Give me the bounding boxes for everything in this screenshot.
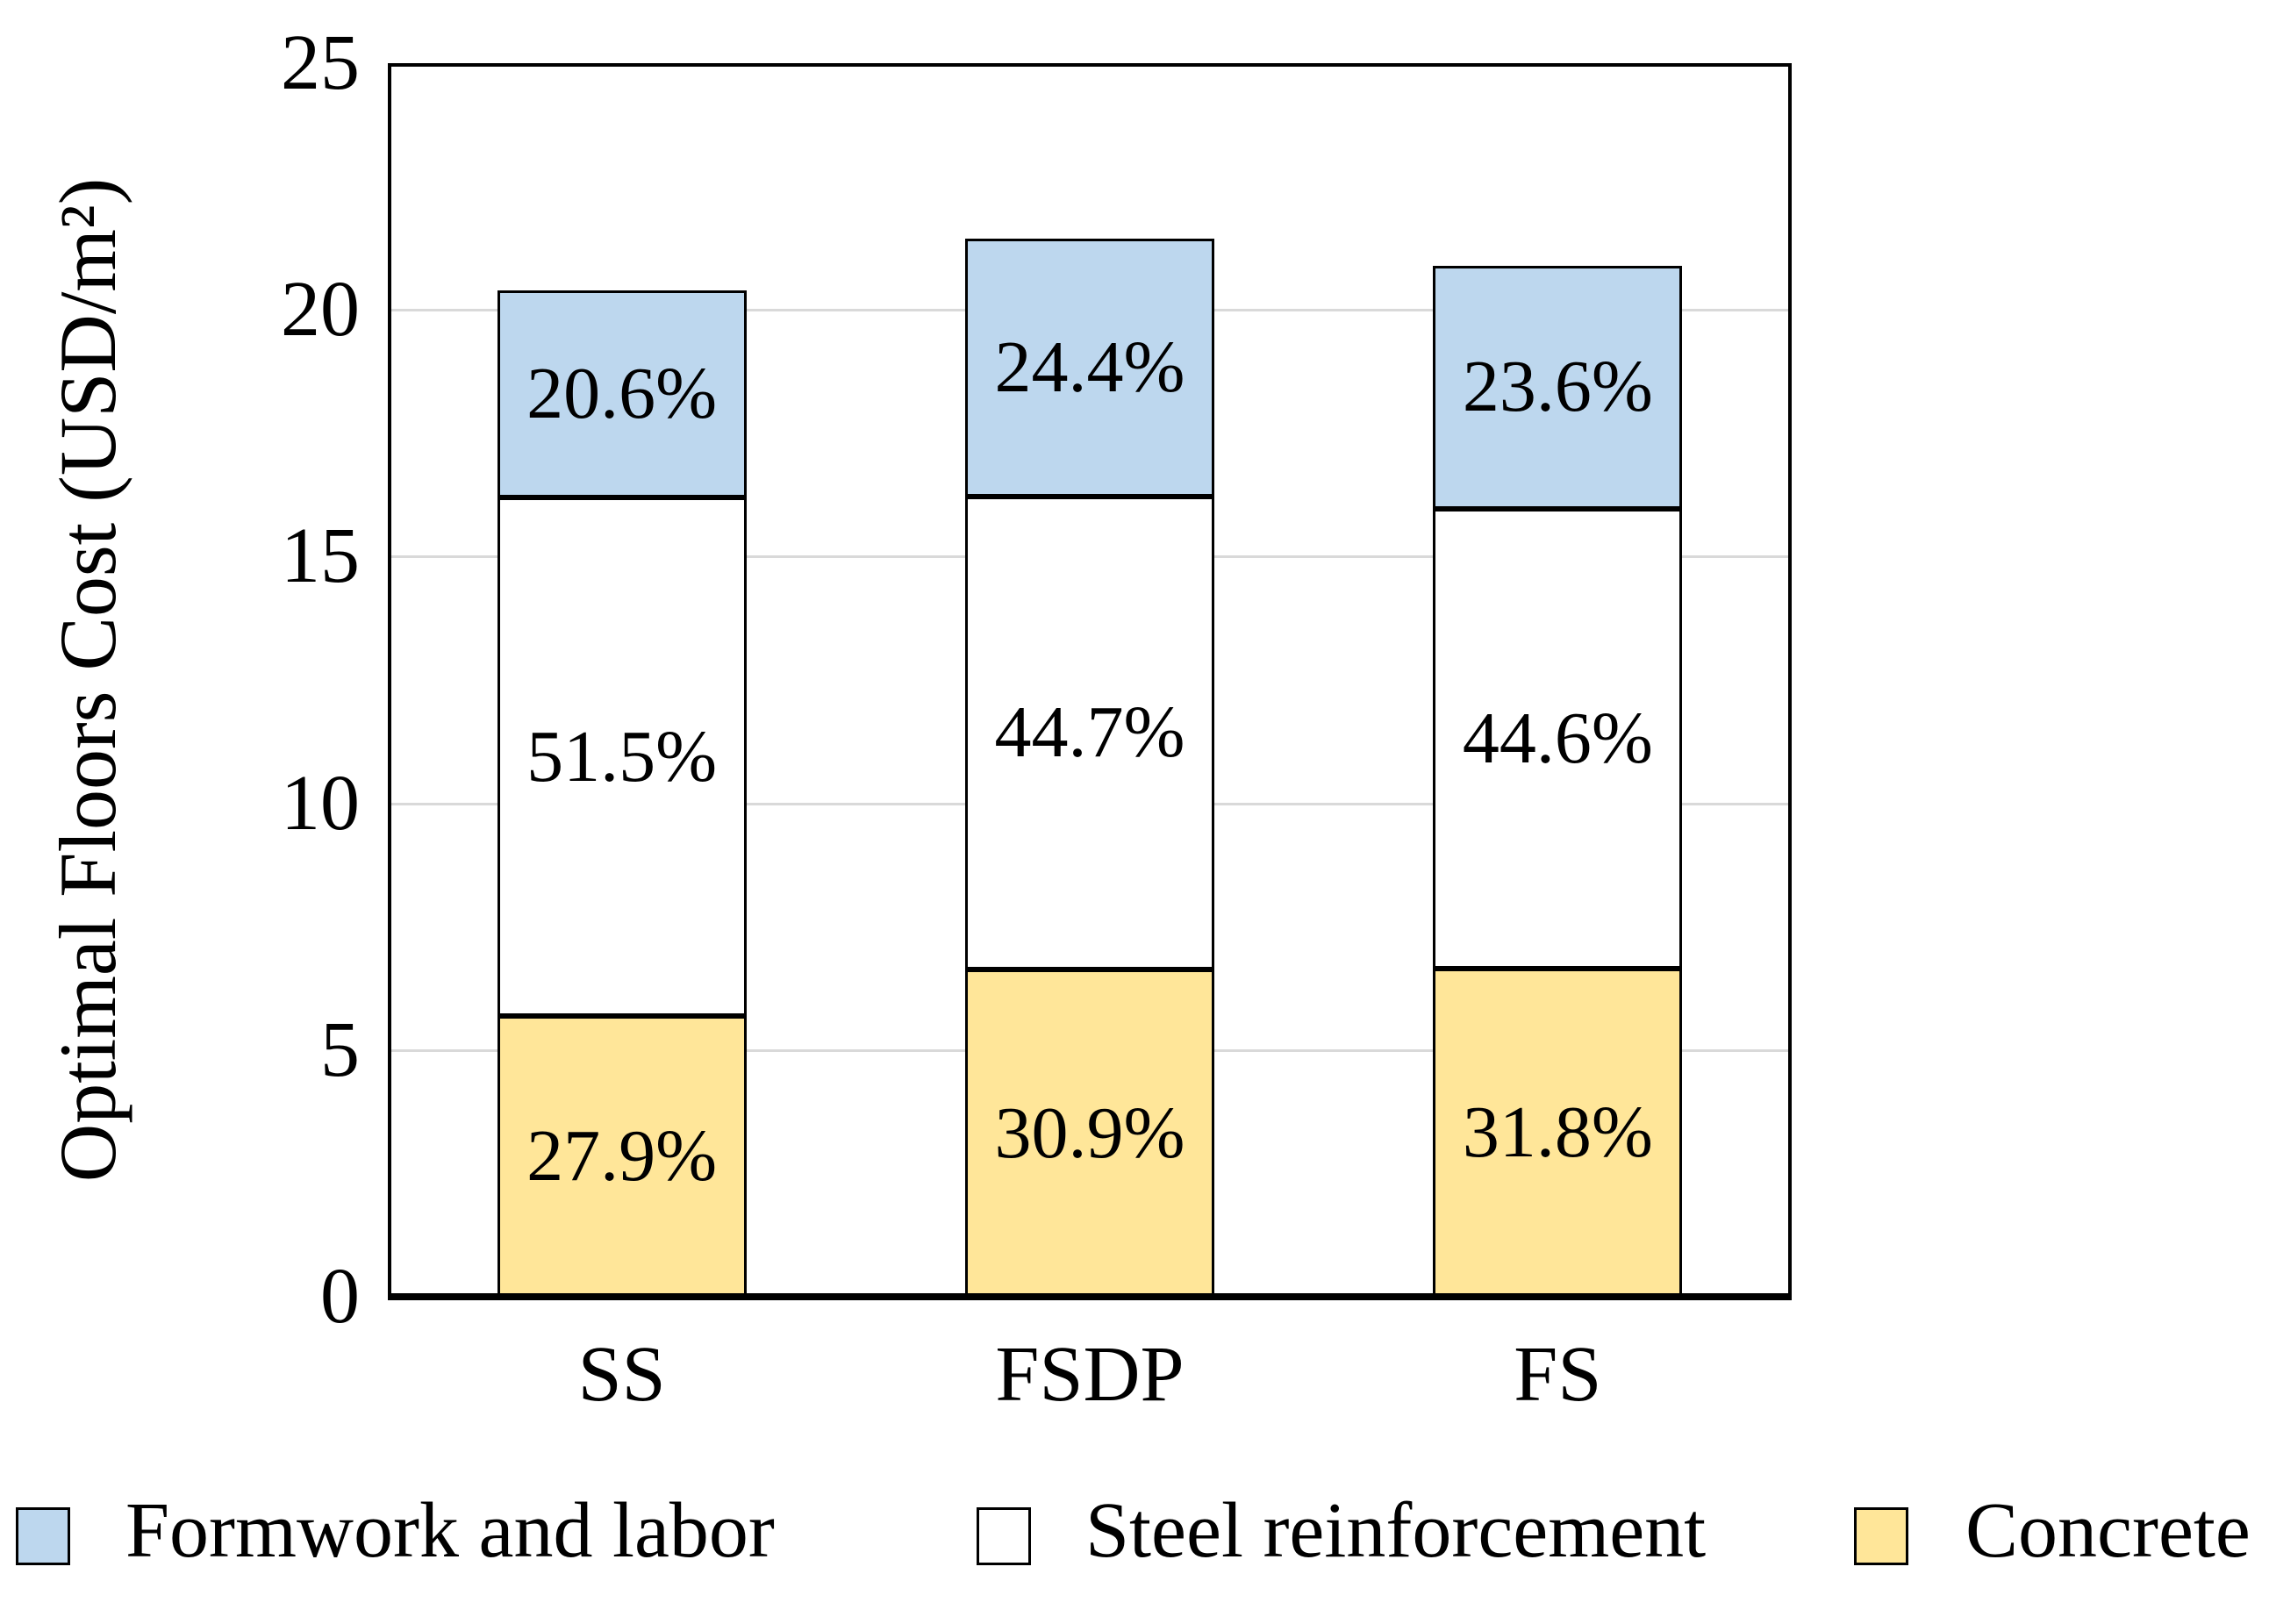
bar-segment-FSDP-steel-reinforcement: 44.7%	[965, 496, 1214, 970]
segment-percent-label: 44.6%	[1462, 697, 1653, 779]
segment-percent-label: 51.5%	[526, 715, 718, 798]
y-tick-label-10: 10	[281, 759, 360, 847]
x-category-label-FSDP: FSDP	[995, 1331, 1185, 1418]
y-tick-label-5: 5	[320, 1005, 360, 1093]
y-tick-label-0: 0	[320, 1253, 360, 1340]
y-tick-label-25: 25	[281, 19, 360, 106]
bar-segment-SS-concrete: 27.9%	[497, 1015, 747, 1297]
segment-percent-label: 23.6%	[1462, 346, 1653, 428]
bar-segment-SS-formwork-and-labor: 20.6%	[497, 290, 747, 498]
legend-label-formwork-and-labor: Formwork and labor	[125, 1487, 775, 1574]
y-tick-label-15: 15	[281, 512, 360, 600]
bar-segment-FS-formwork-and-labor: 23.6%	[1433, 265, 1683, 509]
legend-swatch-formwork-and-labor	[16, 1507, 70, 1565]
legend-label-steel-reinforcement: Steel reinforcement	[1085, 1487, 1707, 1574]
segment-percent-label: 27.9%	[526, 1114, 718, 1197]
segment-percent-label: 24.4%	[994, 326, 1185, 408]
x-category-label-SS: SS	[577, 1331, 666, 1418]
segment-percent-label: 20.6%	[526, 353, 718, 435]
segment-percent-label: 30.9%	[994, 1091, 1185, 1174]
x-axis-line	[388, 1293, 1792, 1300]
segment-percent-label: 31.8%	[1462, 1091, 1653, 1173]
segment-percent-label: 44.7%	[994, 691, 1185, 774]
x-category-label-FS: FS	[1514, 1331, 1602, 1418]
legend-swatch-concrete	[1854, 1507, 1908, 1565]
y-tick-label-20: 20	[281, 266, 360, 354]
bar-segment-FS-concrete: 31.8%	[1433, 969, 1683, 1297]
bar-segment-FS-steel-reinforcement: 44.6%	[1433, 508, 1683, 969]
bar-segment-FSDP-concrete: 30.9%	[965, 969, 1214, 1297]
bar-segment-SS-steel-reinforcement: 51.5%	[497, 497, 747, 1016]
legend-swatch-steel-reinforcement	[977, 1507, 1031, 1565]
y-axis-title: Optimal Floors Cost (USD/m²)	[43, 177, 132, 1183]
legend-label-concrete: Concrete	[1965, 1487, 2251, 1574]
bar-segment-FSDP-formwork-and-labor: 24.4%	[965, 238, 1214, 497]
